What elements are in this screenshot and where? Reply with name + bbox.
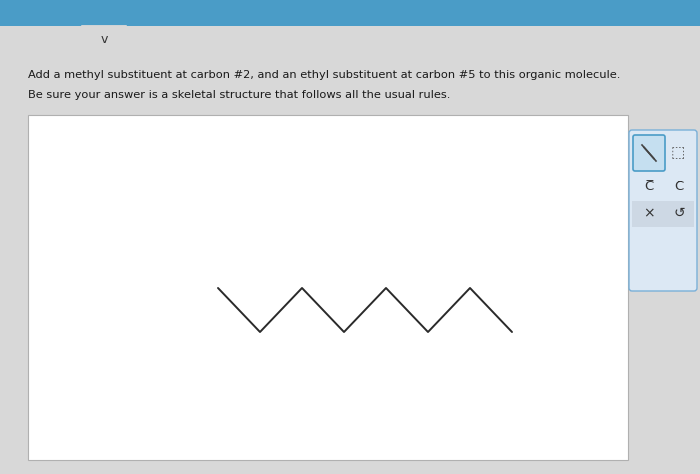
- Text: Be sure your answer is a skeletal structure that follows all the usual rules.: Be sure your answer is a skeletal struct…: [28, 90, 450, 100]
- Bar: [632, 201, 694, 227]
- Text: v: v: [100, 33, 108, 46]
- Bar: [0, 0, 700, 26]
- FancyBboxPatch shape: [81, 25, 127, 53]
- FancyBboxPatch shape: [633, 135, 665, 171]
- Text: C̈: C̈: [674, 181, 684, 193]
- FancyBboxPatch shape: [629, 130, 697, 291]
- Bar: [28, 115, 628, 460]
- Text: ↺: ↺: [673, 206, 685, 220]
- Text: ×: ×: [643, 206, 655, 220]
- Text: ⬚: ⬚: [671, 146, 685, 161]
- Text: C̅: C̅: [645, 181, 654, 193]
- Text: Add a methyl substituent at carbon #2, and an ethyl substituent at carbon #5 to : Add a methyl substituent at carbon #2, a…: [28, 70, 620, 80]
